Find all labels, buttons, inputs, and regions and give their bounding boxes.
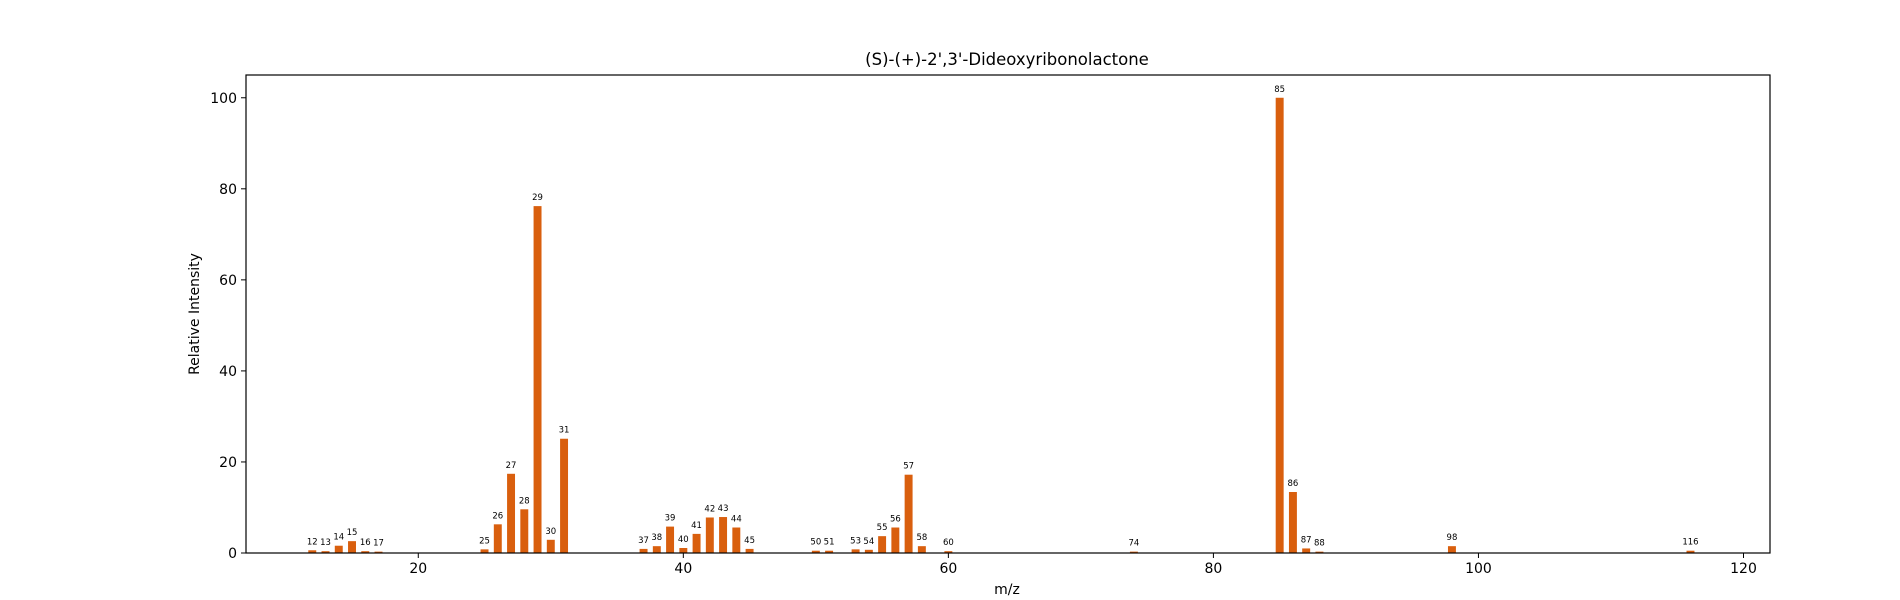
bar-mz-14 — [334, 545, 343, 553]
bar-mz-51 — [825, 550, 834, 553]
bar-mz-88 — [1315, 551, 1324, 553]
x-tick-label-60: 60 — [939, 561, 957, 577]
bar-label-mz-29: 29 — [532, 193, 543, 203]
bar-mz-30 — [546, 539, 555, 553]
bar-mz-26 — [493, 524, 502, 553]
bar-label-mz-116: 116 — [1682, 538, 1698, 548]
bar-mz-56 — [891, 527, 900, 553]
bar-mz-41 — [692, 533, 701, 553]
y-tick-label-60: 60 — [219, 273, 237, 289]
bar-mz-85 — [1275, 97, 1284, 553]
bar-label-mz-26: 26 — [492, 511, 503, 521]
bar-label-mz-42: 42 — [704, 504, 715, 514]
bar-label-mz-58: 58 — [916, 533, 927, 543]
bar-label-mz-14: 14 — [333, 533, 344, 543]
bar-label-mz-25: 25 — [479, 536, 490, 546]
x-axis: 20 40 60 80 100 120 — [409, 553, 1757, 577]
bar-mz-17 — [374, 551, 383, 553]
bar-mz-87 — [1302, 548, 1311, 553]
x-tick-label-100: 100 — [1465, 561, 1492, 577]
bar-mz-39 — [666, 526, 675, 553]
bar-label-mz-98: 98 — [1447, 533, 1458, 543]
y-tick-label-20: 20 — [219, 455, 237, 471]
y-tick-label-100: 100 — [210, 91, 237, 107]
bar-mz-50 — [811, 550, 820, 553]
bar-mz-28 — [520, 509, 529, 553]
bar-label-mz-88: 88 — [1314, 539, 1325, 549]
bar-label-mz-56: 56 — [890, 515, 901, 525]
bar-label-mz-17: 17 — [373, 539, 384, 549]
bar-label-mz-44: 44 — [731, 515, 742, 525]
bar-mz-57 — [904, 474, 913, 553]
bar-label-mz-31: 31 — [559, 426, 570, 436]
bar-label-mz-54: 54 — [863, 537, 874, 547]
bar-label-mz-40: 40 — [678, 535, 689, 545]
bar-mz-16 — [361, 551, 370, 553]
bar-label-mz-12: 12 — [307, 537, 318, 547]
x-tick-label-120: 120 — [1730, 561, 1757, 577]
bar-label-mz-38: 38 — [651, 533, 662, 543]
bar-mz-37 — [639, 548, 648, 553]
y-axis: 0 20 40 60 80 100 — [210, 91, 246, 562]
bar-mz-54 — [864, 549, 873, 553]
bar-mz-40 — [679, 547, 688, 553]
bar-label-mz-13: 13 — [320, 538, 331, 548]
bar-mz-98 — [1447, 546, 1456, 553]
bar-mz-38 — [652, 546, 661, 553]
bar-mz-55 — [878, 536, 887, 553]
bar-mz-60 — [944, 551, 953, 553]
bar-label-mz-85: 85 — [1274, 85, 1285, 95]
bar-mz-58 — [917, 546, 926, 553]
bar-label-mz-86: 86 — [1288, 479, 1299, 489]
bar-mz-25 — [480, 549, 489, 553]
bar-label-mz-41: 41 — [691, 521, 702, 531]
y-tick-label-40: 40 — [219, 364, 237, 380]
bar-label-mz-30: 30 — [545, 527, 556, 537]
bar-mz-44 — [732, 527, 741, 553]
bar-label-mz-45: 45 — [744, 536, 755, 546]
bar-label-mz-53: 53 — [850, 536, 861, 546]
bar-mz-116 — [1686, 550, 1695, 553]
x-tick-label-20: 20 — [409, 561, 427, 577]
bar-label-mz-28: 28 — [519, 496, 530, 506]
bar-mz-74 — [1129, 551, 1138, 553]
bar-mz-53 — [851, 549, 860, 553]
y-tick-label-0: 0 — [228, 546, 237, 562]
bar-label-mz-60: 60 — [943, 538, 954, 548]
bar-label-mz-51: 51 — [824, 538, 835, 548]
bar-label-mz-43: 43 — [718, 504, 729, 514]
bar-mz-29 — [533, 206, 542, 554]
bar-mz-31 — [560, 438, 569, 553]
bar-label-mz-74: 74 — [1128, 539, 1139, 549]
bar-mz-45 — [745, 548, 754, 553]
bar-mz-43 — [719, 517, 728, 553]
bar-label-mz-15: 15 — [347, 528, 358, 538]
bars-layer — [308, 97, 1695, 554]
chart-title: (S)-(+)-2',3'-Dideoxyribonolactone — [865, 50, 1149, 69]
bar-mz-12 — [308, 550, 317, 553]
plot-frame — [245, 74, 1771, 554]
bar-mz-27 — [507, 473, 516, 553]
bar-label-mz-27: 27 — [506, 461, 517, 471]
bar-label-mz-55: 55 — [877, 523, 888, 533]
bar-label-mz-87: 87 — [1301, 535, 1312, 545]
bar-label-mz-50: 50 — [810, 538, 821, 548]
bar-label-mz-16: 16 — [360, 538, 371, 548]
x-tick-label-40: 40 — [674, 561, 692, 577]
bar-label-mz-39: 39 — [665, 514, 676, 524]
bar-mz-15 — [348, 541, 356, 553]
y-tick-label-80: 80 — [219, 182, 237, 198]
bar-label-mz-37: 37 — [638, 536, 649, 546]
bar-mz-42 — [705, 517, 714, 553]
x-tick-label-80: 80 — [1204, 561, 1222, 577]
x-axis-label: m/z — [994, 582, 1020, 598]
bar-mz-13 — [321, 551, 330, 553]
y-axis-label: Relative Intensity — [187, 253, 203, 375]
bar-label-mz-57: 57 — [903, 462, 914, 472]
bar-mz-86 — [1288, 492, 1297, 553]
